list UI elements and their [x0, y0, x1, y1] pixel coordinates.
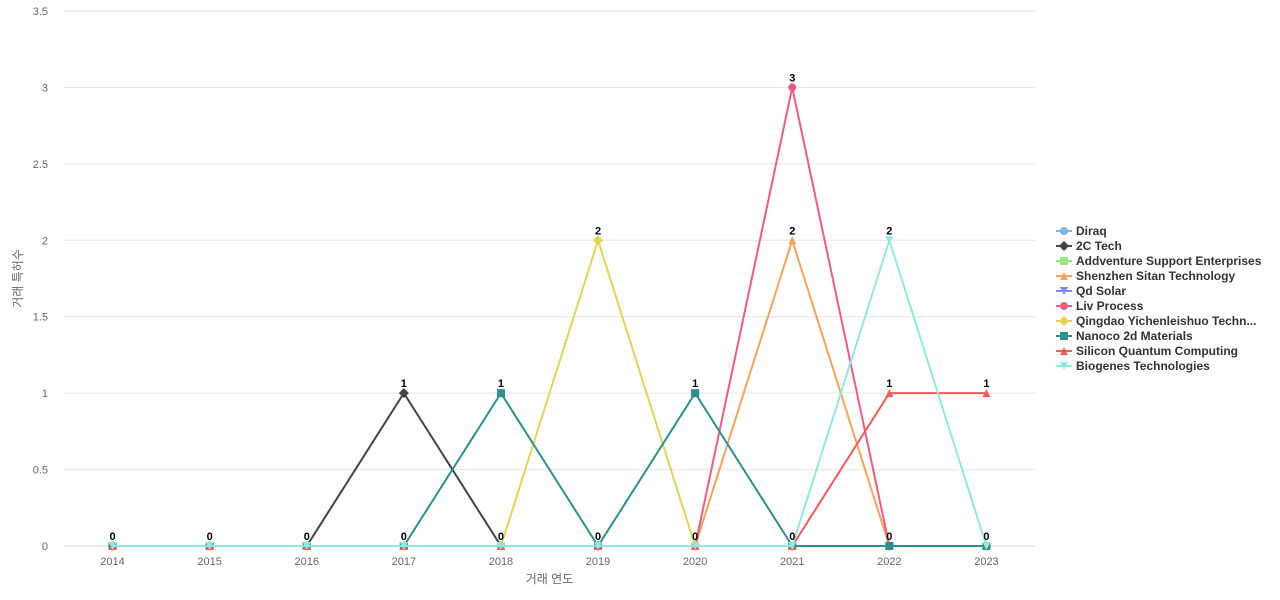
legend-marker [1060, 362, 1068, 370]
legend-item[interactable]: 2C Tech [1056, 239, 1122, 253]
x-tick-label: 2019 [586, 556, 610, 568]
legend-label: Addventure Support Enterprises [1076, 254, 1262, 268]
legend-item[interactable]: Diraq [1056, 224, 1107, 238]
data-label: 1 [401, 378, 407, 390]
data-label: 1 [983, 378, 989, 390]
legend-label: Shenzhen Sitan Technology [1076, 269, 1235, 283]
data-point [788, 236, 797, 245]
data-point [302, 542, 311, 550]
x-tick-label: 2022 [877, 556, 901, 568]
y-tick-label: 0.5 [33, 465, 48, 477]
legend-item[interactable]: Liv Process [1056, 299, 1144, 313]
series-layer [107, 83, 992, 551]
legend-label: 2C Tech [1076, 239, 1122, 253]
data-point [594, 542, 603, 550]
legend-item[interactable]: Shenzhen Sitan Technology [1056, 269, 1235, 283]
legend-marker [1060, 347, 1068, 355]
y-tick-label: 0 [42, 541, 48, 553]
data-point [108, 542, 117, 550]
legend-marker [1060, 257, 1068, 265]
data-point [593, 235, 604, 246]
legend-marker [1060, 227, 1068, 235]
data-label: 1 [498, 378, 504, 390]
data-point [788, 542, 797, 550]
data-point [496, 389, 505, 398]
data-point [885, 236, 894, 245]
data-point [982, 389, 991, 398]
x-tick-label: 2018 [489, 556, 513, 568]
data-point [398, 388, 409, 399]
data-label: 0 [304, 531, 310, 543]
legend-label: Liv Process [1076, 299, 1144, 313]
data-point [691, 542, 700, 550]
data-point [885, 542, 894, 550]
legend-item[interactable]: Addventure Support Enterprises [1056, 254, 1262, 268]
y-axis-title: 거래 특허수 [11, 249, 25, 308]
legend-item[interactable]: Biogenes Technologies [1056, 359, 1210, 373]
x-axis-title: 거래 연도 [526, 572, 574, 586]
data-label: 1 [692, 378, 698, 390]
legend-label: Qd Solar [1076, 284, 1126, 298]
data-label: 3 [789, 72, 795, 84]
y-tick-label: 1.5 [33, 312, 48, 324]
data-point [496, 542, 505, 550]
legend-item[interactable]: Qingdao Yichenleishuo Techn... [1056, 314, 1256, 328]
data-label: 0 [692, 531, 698, 543]
data-point [885, 389, 894, 398]
legend-marker [1059, 241, 1069, 251]
series-line [112, 236, 988, 547]
legend-label: Diraq [1076, 224, 1107, 238]
legend-label: Qingdao Yichenleishuo Techn... [1076, 314, 1256, 328]
data-point [982, 542, 991, 550]
data-label: 1 [886, 378, 892, 390]
y-axis-ticks: 0 0.5 1 1.5 2 2.5 3 3.5 [33, 6, 48, 553]
data-label: 2 [886, 225, 892, 237]
data-label: 0 [401, 531, 407, 543]
y-tick-label: 2.5 [33, 159, 48, 171]
data-label: 0 [498, 531, 504, 543]
data-label: 0 [207, 531, 213, 543]
legend-marker [1060, 302, 1068, 310]
x-tick-label: 2014 [100, 556, 124, 568]
data-label: 2 [595, 225, 601, 237]
y-tick-label: 1 [42, 388, 48, 400]
data-point [788, 83, 797, 92]
legend-item[interactable]: Qd Solar [1056, 284, 1126, 298]
legend-label: Silicon Quantum Computing [1076, 344, 1238, 358]
data-label: 0 [595, 531, 601, 543]
legend-item[interactable]: Nanoco 2d Materials [1056, 329, 1193, 343]
data-point [205, 542, 214, 550]
legend-item[interactable]: Silicon Quantum Computing [1056, 344, 1238, 358]
data-label: 0 [789, 531, 795, 543]
y-tick-label: 2 [42, 235, 48, 247]
series-9 [108, 236, 991, 550]
data-label: 0 [109, 531, 115, 543]
x-tick-label: 2015 [197, 556, 221, 568]
data-labels: 0 0 0 0 1 0 1 0 2 0 1 0 2 3 0 1 2 0 1 [109, 72, 989, 543]
data-label: 2 [789, 225, 795, 237]
y-tick-label: 3.5 [33, 6, 48, 18]
x-tick-label: 2023 [974, 556, 998, 568]
legend-marker [1060, 287, 1068, 295]
x-tick-label: 2020 [683, 556, 707, 568]
x-tick-label: 2021 [780, 556, 804, 568]
grid-layer [64, 10, 1035, 547]
data-point [399, 542, 408, 550]
data-label: 0 [983, 531, 989, 543]
data-point [691, 389, 700, 398]
legend-marker [1059, 316, 1069, 326]
x-tick-label: 2017 [392, 556, 416, 568]
legend-marker [1060, 332, 1068, 340]
y-tick-label: 3 [42, 82, 48, 94]
legend-label: Biogenes Technologies [1076, 359, 1210, 373]
legend-marker [1060, 272, 1068, 280]
legend-label: Nanoco 2d Materials [1076, 329, 1193, 343]
x-tick-label: 2016 [295, 556, 319, 568]
data-label: 0 [886, 531, 892, 543]
